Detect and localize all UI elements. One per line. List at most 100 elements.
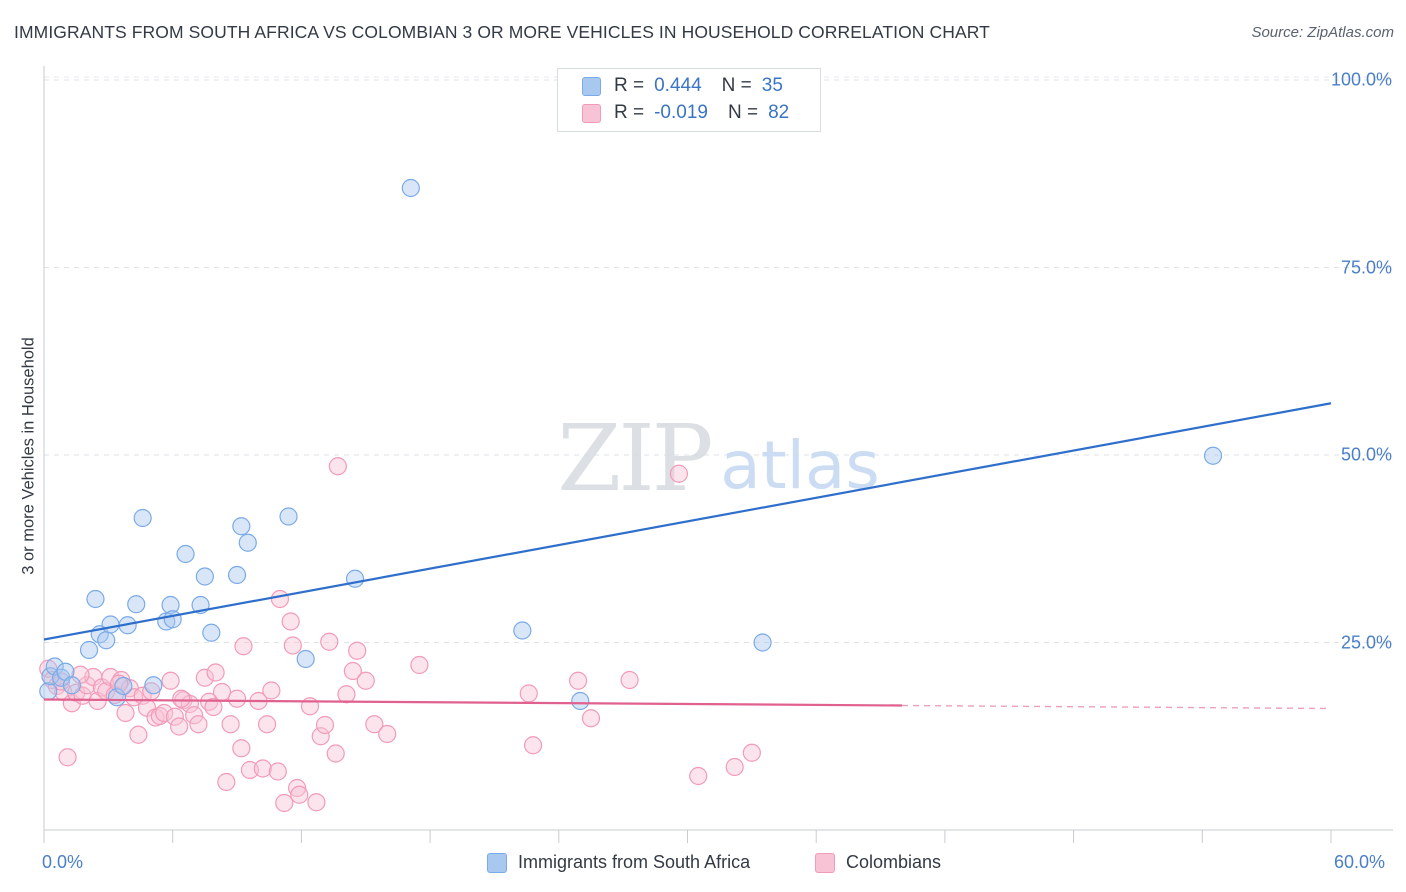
- n-label: N =: [727, 102, 759, 123]
- data-point[interactable]: [281, 612, 300, 631]
- data-point[interactable]: [165, 707, 184, 726]
- data-point[interactable]: [114, 676, 133, 696]
- trend-line-1: [43, 698, 903, 707]
- series-1-points: [39, 457, 761, 813]
- series-legend: Immigrants from South Africa Colombians: [0, 852, 1406, 878]
- data-point[interactable]: [227, 565, 247, 585]
- data-point[interactable]: [307, 793, 326, 812]
- y-axis-label: 3 or more Vehicles in Household: [19, 337, 38, 575]
- data-point[interactable]: [315, 715, 335, 735]
- data-point[interactable]: [311, 727, 330, 746]
- data-point[interactable]: [101, 615, 120, 634]
- data-point[interactable]: [202, 623, 221, 642]
- data-point[interactable]: [345, 569, 365, 588]
- data-point[interactable]: [62, 676, 81, 695]
- data-point[interactable]: [513, 621, 532, 640]
- data-point[interactable]: [39, 682, 58, 701]
- data-point[interactable]: [571, 691, 590, 711]
- data-point[interactable]: [144, 676, 163, 695]
- data-point[interactable]: [58, 748, 77, 767]
- data-point[interactable]: [195, 567, 214, 586]
- legend-item-colombians[interactable]: Colombians: [815, 852, 941, 873]
- y-tick-label-2: 50.0%: [1340, 444, 1392, 465]
- legend-label-south-africa: Immigrants from South Africa: [518, 852, 751, 872]
- data-point[interactable]: [689, 766, 708, 786]
- data-point[interactable]: [320, 632, 339, 651]
- data-point[interactable]: [221, 715, 240, 734]
- data-point[interactable]: [328, 457, 347, 476]
- data-point[interactable]: [326, 744, 345, 763]
- data-point[interactable]: [270, 589, 290, 609]
- data-point[interactable]: [290, 785, 309, 804]
- data-point[interactable]: [86, 589, 105, 609]
- x-tick-label-max: 60.0%: [1334, 852, 1386, 872]
- data-point[interactable]: [1203, 446, 1223, 465]
- data-point[interactable]: [97, 631, 116, 650]
- r-label: R =: [614, 102, 645, 123]
- data-point[interactable]: [217, 772, 236, 792]
- data-point[interactable]: [365, 715, 384, 734]
- data-point[interactable]: [185, 706, 204, 725]
- data-point[interactable]: [275, 793, 294, 813]
- stats-row-south-africa: R = 0.444 N = 35: [582, 75, 783, 97]
- data-point[interactable]: [133, 508, 152, 528]
- watermark-zip: ZIP: [557, 405, 710, 512]
- data-point[interactable]: [116, 703, 135, 723]
- chart-source: Source: ZipAtlas.com: [1251, 24, 1394, 41]
- data-point[interactable]: [742, 743, 761, 762]
- data-point[interactable]: [170, 717, 189, 736]
- data-point[interactable]: [129, 725, 148, 744]
- data-point[interactable]: [348, 641, 367, 660]
- data-point[interactable]: [343, 661, 362, 681]
- gridlines: [44, 76, 1393, 643]
- data-point[interactable]: [155, 703, 174, 723]
- data-point[interactable]: [161, 595, 180, 615]
- data-point[interactable]: [581, 709, 601, 728]
- data-point[interactable]: [268, 762, 287, 781]
- data-point[interactable]: [127, 595, 146, 614]
- data-point[interactable]: [356, 671, 375, 690]
- data-point[interactable]: [401, 178, 420, 198]
- data-point[interactable]: [227, 689, 247, 708]
- data-point[interactable]: [262, 681, 281, 700]
- data-point[interactable]: [620, 670, 639, 690]
- data-point[interactable]: [45, 657, 64, 676]
- colombians-swatch: [582, 104, 601, 123]
- data-point[interactable]: [232, 739, 251, 758]
- data-point[interactable]: [523, 736, 543, 755]
- legend-item-south-africa[interactable]: Immigrants from South Africa: [487, 852, 750, 873]
- data-point[interactable]: [212, 682, 232, 702]
- data-point[interactable]: [378, 724, 397, 744]
- data-point[interactable]: [234, 637, 253, 656]
- data-point[interactable]: [163, 610, 182, 629]
- data-point[interactable]: [176, 544, 195, 564]
- data-point[interactable]: [669, 464, 689, 483]
- data-point[interactable]: [238, 533, 257, 552]
- data-point[interactable]: [107, 688, 127, 707]
- trend-line-1-extension: [901, 704, 1332, 710]
- data-point[interactable]: [189, 715, 208, 734]
- data-point[interactable]: [288, 778, 307, 798]
- data-point[interactable]: [519, 684, 538, 703]
- data-point[interactable]: [296, 649, 315, 669]
- data-point[interactable]: [204, 697, 223, 717]
- data-point[interactable]: [337, 685, 356, 704]
- data-point[interactable]: [283, 636, 302, 655]
- data-point[interactable]: [753, 633, 772, 652]
- data-point[interactable]: [725, 757, 744, 777]
- data-point[interactable]: [195, 668, 214, 687]
- data-point[interactable]: [569, 671, 588, 690]
- data-point[interactable]: [161, 671, 180, 690]
- n-value: 82: [768, 102, 790, 123]
- data-point[interactable]: [79, 640, 99, 660]
- data-point[interactable]: [232, 517, 251, 536]
- data-point[interactable]: [410, 655, 429, 675]
- y-tick-label-1: 75.0%: [1340, 257, 1392, 277]
- data-point[interactable]: [257, 715, 277, 734]
- data-point[interactable]: [253, 759, 272, 778]
- data-point[interactable]: [172, 689, 191, 708]
- n-label: N =: [721, 75, 752, 96]
- data-point[interactable]: [279, 507, 298, 526]
- x-axis: [43, 66, 1393, 843]
- data-point[interactable]: [206, 663, 225, 682]
